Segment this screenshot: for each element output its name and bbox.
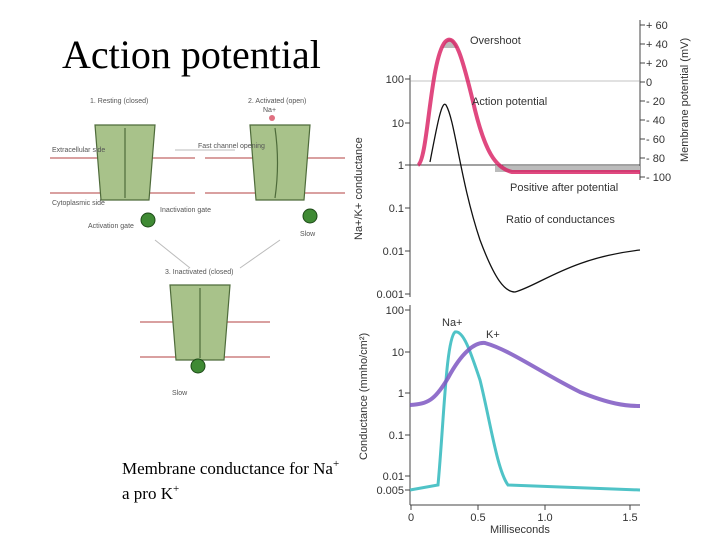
y-right-label: Membrane potential (mV) [679, 38, 691, 162]
y-tick-label: 0.01 [383, 246, 404, 258]
gate-label: Inactivation gate [160, 207, 211, 214]
x-tick-label: 1.0 [537, 512, 552, 524]
ap-label: Action potential [472, 96, 547, 108]
y-tick-label: 0.001 [376, 289, 404, 301]
y-tick-label: 10 [392, 118, 404, 130]
caption-line: Membrane conductance for Na+ [122, 458, 339, 478]
y-tick-label: 0.1 [389, 203, 404, 215]
x-tick-label: 0.5 [470, 512, 485, 524]
caption: Membrane conductance for Na+ a pro K+ [122, 458, 339, 503]
title: Action potential [62, 32, 321, 77]
slow-label: Slow [300, 231, 316, 238]
y2-tick-label: + 60 [646, 20, 668, 32]
y2-tick-label: - 80 [646, 153, 665, 165]
y-tick-label: 100 [386, 305, 404, 317]
caption-sup: + [173, 483, 179, 495]
channel-figure: 1. Resting (closed) 2. Activated (open) … [50, 98, 345, 397]
y2-tick-label: - 20 [646, 96, 665, 108]
caption-sup: + [333, 458, 339, 470]
y2-tick-label: - 40 [646, 115, 665, 127]
x-tick-label: 0 [408, 512, 414, 524]
side-label: Extracellular side [52, 147, 105, 154]
x-tick-label: 1.5 [622, 512, 637, 524]
state-label: 2. Activated (open) [248, 98, 306, 105]
y2-tick-label: + 40 [646, 39, 668, 51]
fast-label: Fast channel opening [198, 143, 265, 150]
y-lower-label: Conductance (mmho/cm²) [358, 333, 370, 460]
na-label: Na+ [263, 107, 276, 114]
y2-tick-label: 0 [646, 77, 652, 89]
y2-tick-label: - 100 [646, 172, 671, 184]
ratio-label: Ratio of conductances [506, 214, 615, 226]
k-curve-label: K+ [486, 329, 500, 341]
side-label: Cytoplasmic side [52, 200, 105, 207]
caption-text: Membrane conductance for Na [122, 459, 333, 478]
y-tick-label: 100 [386, 74, 404, 86]
y-tick-label: 10 [392, 347, 404, 359]
graph: Overshoot Action potential Positive afte… [353, 20, 691, 536]
caption-line: a pro K+ [122, 483, 179, 503]
y-tick-label: 0.1 [389, 430, 404, 442]
na-curve-label: Na+ [442, 317, 463, 329]
after-label: Positive after potential [510, 182, 618, 194]
y-tick-label: 1 [398, 388, 404, 400]
y2-tick-label: - 60 [646, 134, 665, 146]
y2-tick-label: + 20 [646, 58, 668, 70]
y-tick-label: 0.01 [383, 471, 404, 483]
y-tick-label: 0.005 [376, 485, 404, 497]
overshoot-label: Overshoot [470, 35, 521, 47]
state-label: 1. Resting (closed) [90, 98, 148, 105]
y-upper-label: Na+/K+ conductance [353, 137, 365, 240]
gate-label: Activation gate [88, 223, 134, 230]
slow-label: Slow [172, 390, 188, 397]
state-label: 3. Inactivated (closed) [165, 269, 233, 276]
y-tick-label: 1 [398, 160, 404, 172]
caption-text: a pro K [122, 484, 174, 503]
x-axis-label: Milliseconds [490, 524, 550, 536]
